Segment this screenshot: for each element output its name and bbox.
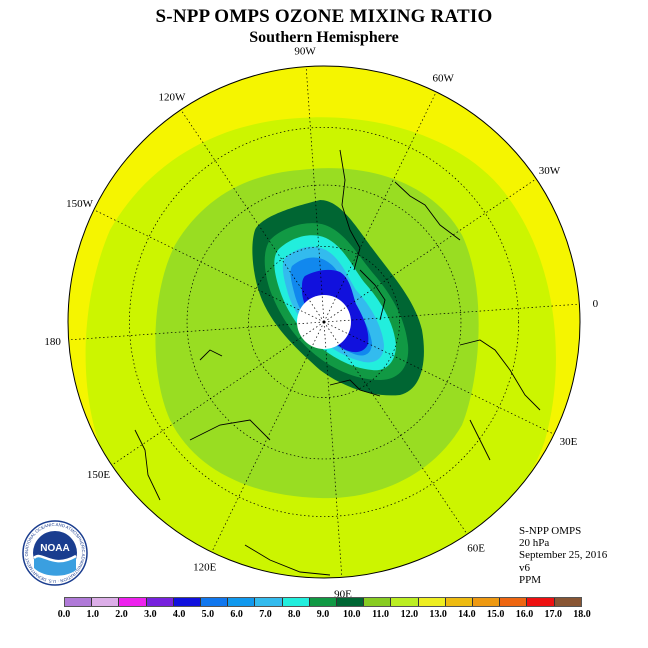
colorbar-segment — [473, 598, 501, 606]
colorbar-segment — [391, 598, 419, 606]
colorbar-tick-label: 4.0 — [172, 609, 186, 620]
colorbar-segment — [255, 598, 283, 606]
colorbar-segment — [445, 598, 474, 606]
longitude-label: 90W — [294, 46, 316, 58]
longitude-label: 150W — [66, 198, 94, 210]
info-block: S-NPP OMPS 20 hPa September 25, 2016 v6 … — [519, 525, 607, 586]
map-subtitle: Southern Hemisphere — [249, 29, 399, 46]
map-border — [67, 65, 581, 579]
colorbar-segment — [500, 598, 528, 606]
longitude-label: 120E — [193, 561, 217, 573]
colorbar-segment — [337, 598, 365, 606]
colorbar-tick-label: 2.0 — [115, 609, 128, 620]
meridian-line — [111, 321, 325, 466]
colorbar-tick-label: 14.0 — [458, 609, 476, 620]
colorbar-segment — [201, 598, 229, 606]
colorbar-tick-label: 16.0 — [515, 609, 534, 620]
colorbar-tick-label: 1.0 — [86, 609, 100, 620]
meridian-line — [323, 91, 437, 323]
colorbar-segment — [92, 598, 120, 606]
colorbar-segment — [309, 598, 338, 606]
colorbar-segment — [65, 598, 93, 606]
colorbar-tick-label: 6.0 — [230, 609, 243, 620]
meridian-line — [211, 321, 325, 553]
colorbar-segment — [527, 598, 555, 606]
info-date: September 25, 2016 — [519, 549, 608, 562]
latitude-circle — [129, 127, 519, 517]
meridian-line — [323, 321, 555, 435]
colorbar — [64, 597, 582, 607]
colorbar-segment — [146, 598, 174, 606]
latitude-circle — [186, 184, 462, 460]
colorbar-segment — [173, 598, 202, 606]
ozone-field — [68, 66, 580, 578]
colorbar-tick-label: 12.0 — [400, 609, 419, 620]
meridian-line — [323, 303, 580, 323]
colorbar-tick-label: 0.0 — [57, 609, 71, 620]
colorbar-ticks: 0.0 1.0 2.0 3.0 4.0 5.0 6.0 7.0 8.0 9.0 10.0 11.0 12… — [0, 609, 648, 623]
map-title: S-NPP OMPS OZONE MIXING RATIO — [155, 6, 493, 27]
colorbar-segment — [418, 598, 446, 606]
coastlines — [134, 149, 541, 576]
colorbar-segment — [364, 598, 392, 606]
meridian-line — [323, 321, 343, 578]
graticule — [68, 66, 580, 578]
colorbar-tick-label: 13.0 — [429, 609, 447, 620]
longitude-label: 120W — [158, 92, 186, 104]
longitude-label: 30E — [560, 436, 578, 448]
longitude-label: 60W — [433, 73, 455, 85]
colorbar-tick-label: 7.0 — [259, 609, 272, 620]
latitude-circle — [248, 246, 400, 398]
colorbar-tick-label: 3.0 — [144, 609, 157, 620]
info-level: 20 hPa — [519, 537, 550, 550]
logo-text: NOAA — [40, 543, 69, 554]
info-version: v6 — [519, 561, 530, 574]
colorbar-segment — [282, 598, 310, 606]
noaa-logo: NATIONAL OCEANIC AND ATMOSPHERIC ADMINIS… — [22, 520, 88, 586]
meridian-line — [68, 321, 325, 341]
colorbar-tick-label: 5.0 — [201, 609, 215, 620]
info-units: PPM — [519, 573, 542, 586]
colorbar-tick-label: 11.0 — [372, 609, 390, 620]
colorbar-tick-label: 8.0 — [287, 609, 301, 620]
longitude-label: 150E — [87, 469, 111, 481]
colorbar-segment — [228, 598, 256, 606]
longitude-label: 180 — [44, 336, 61, 348]
meridian-line — [323, 321, 468, 535]
info-instrument: S-NPP OMPS — [519, 525, 582, 537]
meridian-line — [323, 178, 537, 323]
colorbar-segment — [119, 598, 147, 606]
colorbar-tick-label: 9.0 — [316, 609, 330, 620]
longitude-label: 0 — [593, 298, 599, 310]
longitude-label: 30W — [539, 165, 561, 177]
meridian-line — [93, 209, 325, 323]
colorbar-segment — [554, 598, 581, 606]
meridian-line — [180, 109, 325, 323]
colorbar-tick-label: 18.0 — [573, 609, 591, 620]
meridian-line — [305, 66, 325, 323]
colorbar-tick-label: 10.0 — [343, 609, 361, 620]
longitude-label: 60E — [467, 542, 485, 554]
colorbar-tick-label: 17.0 — [544, 609, 562, 620]
colorbar-tick-label: 15.0 — [486, 609, 505, 620]
